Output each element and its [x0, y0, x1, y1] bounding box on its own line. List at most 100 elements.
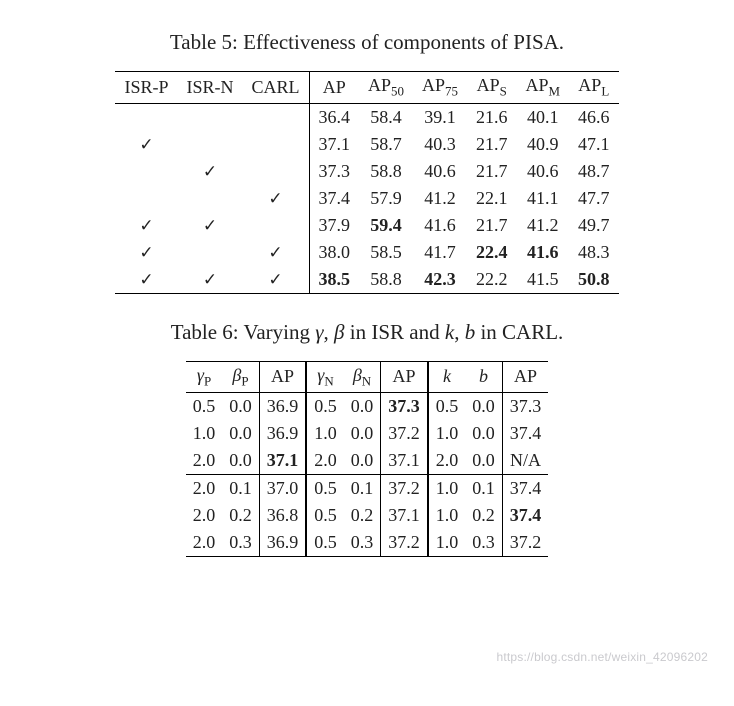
cell-ap75: 41.6 — [413, 212, 467, 239]
cell-k: 1.0 — [428, 529, 466, 557]
cell-ap50: 58.4 — [359, 103, 413, 131]
cell-bP: 0.3 — [222, 529, 259, 557]
cell-apl: 50.8 — [569, 266, 619, 294]
cell-bP: 0.2 — [222, 502, 259, 529]
cell-carl — [243, 103, 310, 131]
table5-caption-prefix: Table 5: — [170, 30, 243, 54]
cell-ap75: 40.3 — [413, 131, 467, 158]
cell-ap: 38.0 — [309, 239, 359, 266]
cell-ap1: 36.9 — [259, 420, 306, 447]
cell-k: 1.0 — [428, 502, 466, 529]
cell-ap2: 37.2 — [381, 420, 428, 447]
cell-ap2: 37.3 — [381, 393, 428, 421]
col-betaN: βN — [344, 361, 381, 393]
cell-ap50: 57.9 — [359, 185, 413, 212]
cell-gP: 0.5 — [186, 393, 223, 421]
cell-ap1: 36.9 — [259, 393, 306, 421]
table-row: ✓37.358.840.621.740.648.7 — [115, 158, 618, 185]
cell-b: 0.2 — [465, 502, 502, 529]
cell-gP: 2.0 — [186, 502, 223, 529]
cell-apl: 49.7 — [569, 212, 619, 239]
table-row: ✓✓38.058.541.722.441.648.3 — [115, 239, 618, 266]
cell-ap3: N/A — [502, 447, 548, 475]
cell-isrn: ✓ — [178, 158, 243, 185]
cell-ap3: 37.4 — [502, 420, 548, 447]
cell-ap2: 37.1 — [381, 502, 428, 529]
table-row: 2.00.037.12.00.037.12.00.0N/A — [186, 447, 549, 475]
cell-isrn — [178, 131, 243, 158]
cell-ap: 38.5 — [309, 266, 359, 294]
cell-aps: 21.7 — [467, 212, 517, 239]
cell-ap: 36.4 — [309, 103, 359, 131]
cell-bN: 0.0 — [344, 393, 381, 421]
cell-bP: 0.0 — [222, 420, 259, 447]
cell-aps: 21.7 — [467, 158, 517, 185]
table-row: ✓37.158.740.321.740.947.1 — [115, 131, 618, 158]
cell-apm: 41.6 — [516, 239, 569, 266]
cell-ap: 37.4 — [309, 185, 359, 212]
col-aps: APS — [467, 72, 517, 104]
cell-ap: 37.9 — [309, 212, 359, 239]
cell-gN: 0.5 — [306, 529, 344, 557]
col-ap-2: AP — [381, 361, 428, 393]
cell-ap75: 42.3 — [413, 266, 467, 294]
cell-apm: 41.2 — [516, 212, 569, 239]
cell-b: 0.3 — [465, 529, 502, 557]
col-apm: APM — [516, 72, 569, 104]
cell-ap3: 37.4 — [502, 475, 548, 503]
cell-bN: 0.0 — [344, 447, 381, 475]
cell-ap50: 59.4 — [359, 212, 413, 239]
cell-apm: 40.1 — [516, 103, 569, 131]
cell-aps: 22.1 — [467, 185, 517, 212]
cell-apm: 40.6 — [516, 158, 569, 185]
cell-isrn: ✓ — [178, 212, 243, 239]
cell-gN: 1.0 — [306, 420, 344, 447]
table-row: 2.00.137.00.50.137.21.00.137.4 — [186, 475, 549, 503]
cell-apl: 48.3 — [569, 239, 619, 266]
cell-apm: 40.9 — [516, 131, 569, 158]
cell-ap: 37.3 — [309, 158, 359, 185]
cell-apm: 41.1 — [516, 185, 569, 212]
cell-bN: 0.1 — [344, 475, 381, 503]
cell-gN: 2.0 — [306, 447, 344, 475]
cell-carl — [243, 158, 310, 185]
cell-isrp — [115, 185, 177, 212]
table-row: 0.50.036.90.50.037.30.50.037.3 — [186, 393, 549, 421]
table-row: ✓37.457.941.222.141.147.7 — [115, 185, 618, 212]
cell-gP: 2.0 — [186, 475, 223, 503]
cell-gN: 0.5 — [306, 475, 344, 503]
col-isrp: ISR-P — [115, 72, 177, 104]
cell-isrn — [178, 185, 243, 212]
table-row: 1.00.036.91.00.037.21.00.037.4 — [186, 420, 549, 447]
cell-ap2: 37.1 — [381, 447, 428, 475]
cell-bP: 0.0 — [222, 393, 259, 421]
table6: γP βP AP γN βN AP k b AP 0.50.036.90.50.… — [186, 361, 549, 558]
table-row: 2.00.336.90.50.337.21.00.337.2 — [186, 529, 549, 557]
col-isrn: ISR-N — [178, 72, 243, 104]
cell-gN: 0.5 — [306, 393, 344, 421]
cell-apm: 41.5 — [516, 266, 569, 294]
col-ap-3: AP — [502, 361, 548, 393]
cell-isrn — [178, 239, 243, 266]
watermark: https://blog.csdn.net/weixin_42096202 — [496, 650, 708, 664]
cell-ap1: 36.8 — [259, 502, 306, 529]
cell-ap3: 37.4 — [502, 502, 548, 529]
col-ap-1: AP — [259, 361, 306, 393]
cell-ap1: 37.0 — [259, 475, 306, 503]
table-row: ✓✓✓38.558.842.322.241.550.8 — [115, 266, 618, 294]
table5: ISR-P ISR-N CARL AP AP50 AP75 APS APM AP… — [115, 71, 618, 294]
col-gammaP: γP — [186, 361, 223, 393]
col-b: b — [465, 361, 502, 393]
table-row: ✓✓37.959.441.621.741.249.7 — [115, 212, 618, 239]
cell-isrp: ✓ — [115, 131, 177, 158]
cell-isrp: ✓ — [115, 266, 177, 294]
cell-b: 0.1 — [465, 475, 502, 503]
cell-apl: 48.7 — [569, 158, 619, 185]
cell-ap50: 58.5 — [359, 239, 413, 266]
cell-bN: 0.2 — [344, 502, 381, 529]
cell-bP: 0.0 — [222, 447, 259, 475]
cell-isrp: ✓ — [115, 239, 177, 266]
cell-gP: 2.0 — [186, 447, 223, 475]
col-carl: CARL — [243, 72, 310, 104]
cell-isrp — [115, 103, 177, 131]
